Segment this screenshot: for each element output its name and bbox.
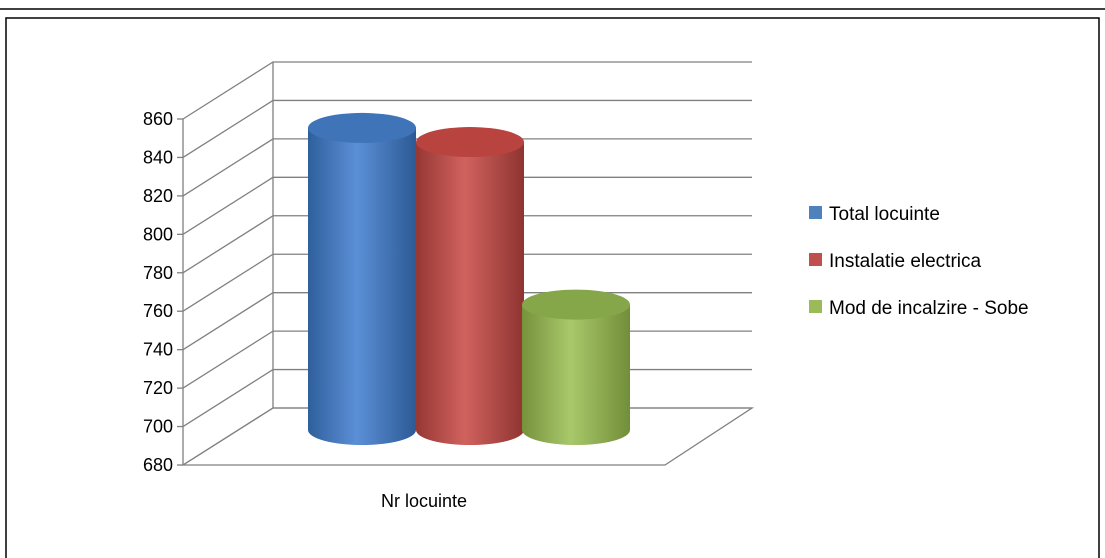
legend-item: Instalatie electrica: [809, 251, 982, 272]
legend-label: Total locuinte: [829, 204, 940, 225]
y-tick-label: 740: [143, 340, 173, 360]
bars: [308, 112, 630, 446]
legend: Total locuinte Instalatie electrica Mod de…: [809, 204, 1029, 319]
legend-label: Instalatie electrica: [829, 251, 982, 272]
y-tick-label: 780: [143, 263, 173, 283]
y-tick-label: 840: [143, 147, 173, 167]
legend-swatch: [809, 300, 822, 313]
gridline: [182, 253, 752, 312]
bar-mod-de-incalzire-sobe: [522, 289, 630, 445]
bar-body: [416, 142, 524, 446]
legend-label: Mod de incalzire - Sobe: [829, 298, 1029, 319]
y-tick-label: 700: [143, 417, 173, 437]
gridline: [182, 99, 752, 158]
page-frame: [0, 8, 1105, 558]
bar-total-locuinte: [308, 112, 416, 446]
x-axis: Nr locuinte: [381, 491, 467, 511]
y-tick-label: 860: [143, 109, 173, 129]
legend-swatch: [809, 253, 822, 266]
bar-top: [522, 289, 630, 320]
legend-item: Mod de incalzire - Sobe: [809, 298, 1029, 319]
gridline: [182, 61, 752, 120]
gridline: [182, 138, 752, 197]
y-axis: 680 700 720 740 760 780 800 820 840 860: [143, 109, 183, 475]
y-tick-label: 680: [143, 455, 173, 475]
bar-body: [308, 127, 416, 446]
bar-top: [416, 127, 524, 158]
y-tick-label: 820: [143, 186, 173, 206]
bar-top: [308, 112, 416, 143]
gridline: [182, 176, 752, 235]
legend-item: Total locuinte: [809, 204, 940, 225]
y-tick-label: 800: [143, 224, 173, 244]
gridlines: [182, 61, 752, 466]
x-category-label: Nr locuinte: [381, 491, 467, 511]
gridline: [182, 215, 752, 274]
legend-swatch: [809, 206, 822, 219]
bar-body: [522, 304, 630, 445]
bar-instalatie-electrica: [416, 127, 524, 446]
y-tick-label: 760: [143, 301, 173, 321]
y-tick-label: 720: [143, 378, 173, 398]
